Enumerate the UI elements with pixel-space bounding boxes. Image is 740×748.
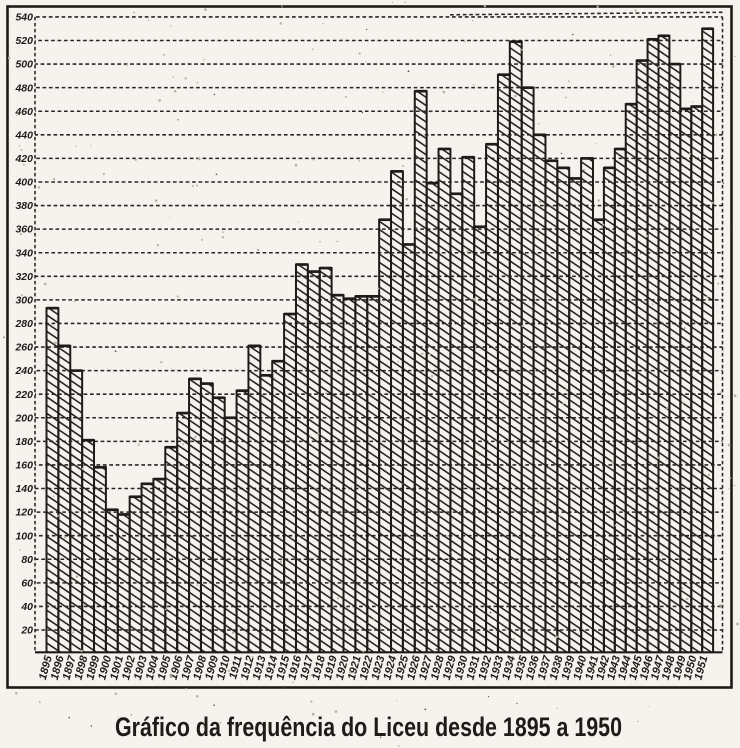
svg-text:400: 400 xyxy=(14,177,33,189)
svg-text:240: 240 xyxy=(14,365,33,377)
svg-text:20: 20 xyxy=(20,625,33,637)
svg-text:220: 220 xyxy=(14,389,33,401)
svg-text:460: 460 xyxy=(14,106,33,118)
svg-text:200: 200 xyxy=(14,412,33,424)
svg-text:80: 80 xyxy=(21,554,33,566)
svg-text:140: 140 xyxy=(15,483,33,495)
svg-text:300: 300 xyxy=(15,294,33,306)
svg-text:440: 440 xyxy=(14,129,33,141)
svg-text:380: 380 xyxy=(15,200,33,212)
svg-text:540: 540 xyxy=(15,12,33,24)
svg-text:320: 320 xyxy=(15,271,33,283)
svg-text:520: 520 xyxy=(15,35,33,47)
svg-text:40: 40 xyxy=(20,601,33,613)
svg-text:480: 480 xyxy=(14,82,33,94)
svg-text:100: 100 xyxy=(15,530,33,542)
svg-text:120: 120 xyxy=(15,507,33,519)
svg-text:180: 180 xyxy=(15,436,33,448)
svg-text:1911: 1911 xyxy=(227,654,245,680)
svg-text:260: 260 xyxy=(14,342,33,354)
svg-text:360: 360 xyxy=(15,224,33,236)
svg-text:Gráfico da frequência do Liceu: Gráfico da frequência do Liceu desde 189… xyxy=(115,712,622,742)
svg-text:160: 160 xyxy=(15,460,33,472)
svg-text:340: 340 xyxy=(15,247,33,259)
svg-text:280: 280 xyxy=(14,318,33,330)
svg-text:420: 420 xyxy=(14,153,33,165)
svg-text:60: 60 xyxy=(21,577,33,589)
svg-text:500: 500 xyxy=(15,59,33,71)
